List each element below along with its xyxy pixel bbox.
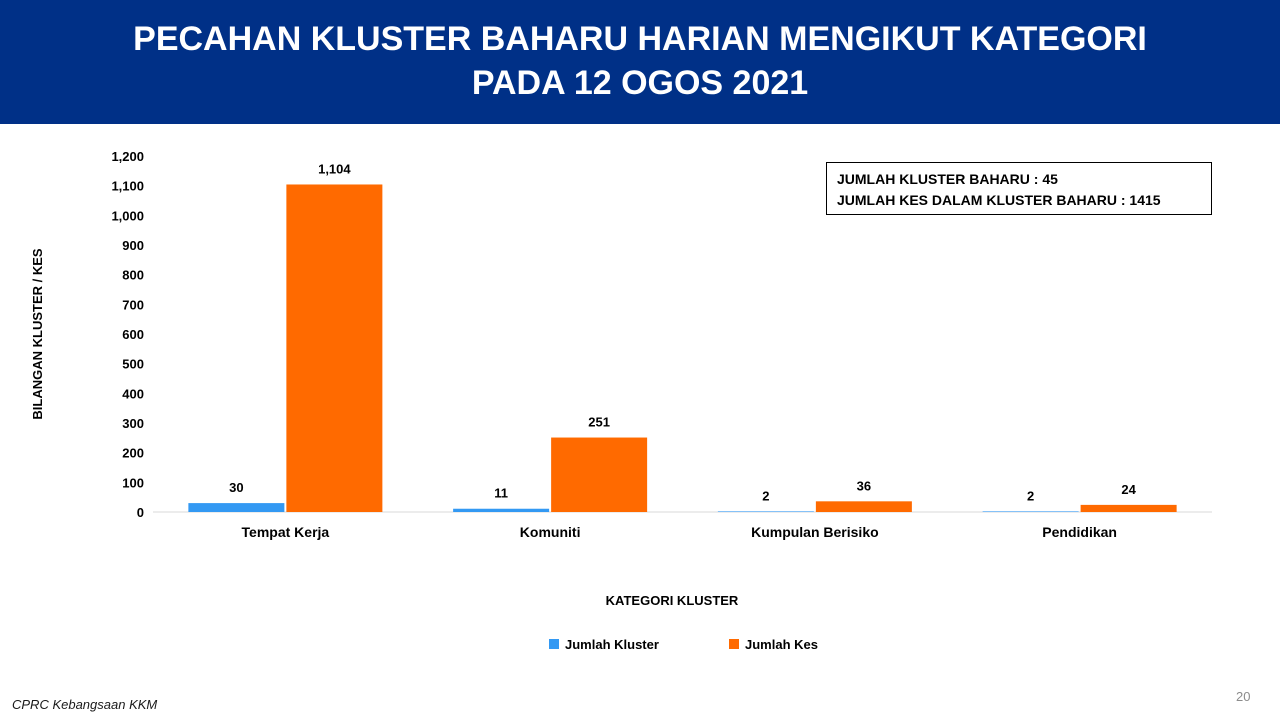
y-tick-label: 900 bbox=[122, 238, 144, 253]
legend-swatch-jumlah-kes bbox=[729, 639, 739, 649]
chart-title-line-2: PADA 12 OGOS 2021 bbox=[471, 64, 809, 102]
bar-jumlah-kes bbox=[286, 184, 383, 513]
x-tick-label: Kumpulan Berisiko bbox=[751, 524, 879, 540]
source-footnote: CPRC Kebangsaan KKM bbox=[12, 697, 158, 712]
data-label: 36 bbox=[857, 478, 871, 493]
summary-total-clusters: JUMLAH KLUSTER BAHARU : 45 bbox=[837, 171, 1058, 187]
y-tick-label: 600 bbox=[122, 327, 144, 342]
legend-label: Jumlah Kluster bbox=[565, 637, 659, 652]
data-label: 30 bbox=[229, 480, 243, 495]
page-number: 20 bbox=[1236, 689, 1251, 704]
bar-jumlah-kluster bbox=[982, 511, 1079, 512]
bar-jumlah-kes bbox=[551, 437, 648, 512]
bar-jumlah-kluster bbox=[188, 503, 285, 512]
data-label: 2 bbox=[1027, 488, 1034, 503]
bar-jumlah-kes bbox=[1080, 504, 1177, 512]
data-label: 251 bbox=[588, 415, 610, 430]
chart-title-line-1: PECAHAN KLUSTER BAHARU HARIAN MENGIKUT K… bbox=[133, 20, 1147, 58]
y-tick-label: 500 bbox=[122, 357, 144, 372]
y-tick-label: 0 bbox=[137, 505, 144, 520]
bar-jumlah-kluster bbox=[717, 511, 814, 512]
data-label: 1,104 bbox=[318, 161, 351, 176]
y-tick-label: 100 bbox=[122, 475, 144, 490]
title-banner: PECAHAN KLUSTER BAHARU HARIAN MENGIKUT K… bbox=[0, 0, 1280, 124]
bar-jumlah-kes bbox=[815, 501, 912, 512]
bar-chart: 0 100 200 300 400 500 600 700 800 900 1,000 1,100 1,… bbox=[30, 149, 1212, 652]
y-axis-title: BILANGAN KLUSTER / KES bbox=[30, 248, 45, 420]
y-tick-label: 1,000 bbox=[111, 208, 144, 223]
summary-total-cases: JUMLAH KES DALAM KLUSTER BAHARU : 1415 bbox=[837, 192, 1161, 208]
x-tick-label: Komuniti bbox=[520, 524, 581, 540]
legend-swatch-jumlah-kluster bbox=[549, 639, 559, 649]
legend-label: Jumlah Kes bbox=[745, 637, 818, 652]
summary-box: JUMLAH KLUSTER BAHARU : 45 JUMLAH KES DA… bbox=[826, 162, 1212, 215]
data-label: 11 bbox=[494, 486, 508, 501]
y-tick-label: 300 bbox=[122, 416, 144, 431]
x-tick-label: Pendidikan bbox=[1042, 524, 1117, 540]
y-tick-label: 800 bbox=[122, 268, 144, 283]
x-axis-title: KATEGORI KLUSTER bbox=[606, 593, 739, 608]
y-tick-label: 1,200 bbox=[111, 149, 144, 164]
bar-jumlah-kluster bbox=[453, 508, 550, 512]
y-tick-label: 200 bbox=[122, 446, 144, 461]
y-tick-label: 400 bbox=[122, 386, 144, 401]
y-tick-label: 700 bbox=[122, 297, 144, 312]
data-label: 2 bbox=[762, 488, 769, 503]
x-tick-label: Tempat Kerja bbox=[242, 524, 330, 540]
data-label: 24 bbox=[1121, 482, 1136, 497]
y-tick-label: 1,100 bbox=[111, 179, 144, 194]
